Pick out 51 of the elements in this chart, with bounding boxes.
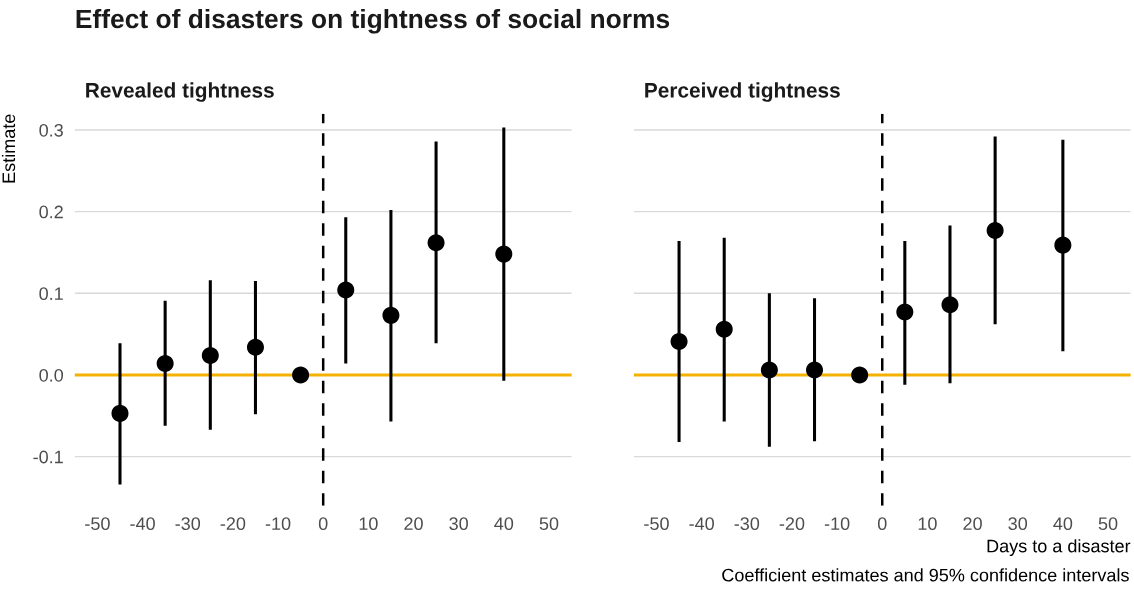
y-tick-label: 0.2 (39, 205, 63, 219)
x-tick-label: 30 (449, 517, 468, 531)
point (806, 361, 824, 379)
point (246, 338, 264, 356)
point (427, 234, 445, 252)
x-tick-label: 10 (918, 517, 937, 531)
x-tick-label: 20 (404, 517, 423, 531)
point (1054, 236, 1072, 254)
point (760, 361, 778, 379)
point (382, 306, 400, 324)
y-tick-label: -0.1 (33, 450, 63, 464)
chart-title: Effect of disasters on tightness of social norms (76, 8, 670, 34)
point (896, 303, 914, 321)
x-tick-label: -20 (220, 517, 246, 531)
point (670, 333, 688, 351)
point (715, 320, 733, 338)
point (292, 366, 310, 384)
x-tick-label: -40 (689, 517, 714, 531)
y-tick-label: 0.3 (39, 123, 63, 137)
point (941, 296, 959, 314)
point (495, 245, 513, 263)
x-tick-label: -10 (265, 517, 291, 531)
point (986, 221, 1004, 239)
x-tick-label: 0 (318, 517, 328, 531)
x-tick-label: 50 (1098, 517, 1118, 531)
x-tick-label: -50 (644, 517, 669, 531)
x-tick-label: 30 (1008, 517, 1028, 531)
y-axis-title: Estimate (1, 114, 16, 183)
point (156, 355, 174, 373)
x-tick-label: 40 (1053, 517, 1073, 531)
point (201, 346, 219, 364)
point (337, 281, 355, 299)
point (851, 366, 869, 384)
x-tick-label: 40 (494, 517, 514, 531)
point (111, 404, 129, 422)
x-tick-label: 20 (963, 517, 982, 531)
x-axis-title: Days to a disaster (987, 539, 1131, 556)
y-tick-label: 0.0 (39, 368, 64, 382)
x-tick-label: -30 (734, 517, 760, 531)
x-tick-label: 0 (877, 517, 887, 531)
text: Coefficient estimates and 95% confidence intervals (722, 568, 1129, 582)
chart-subtitle: Revealed tightness (86, 82, 274, 102)
y-tick-label: 0.1 (39, 287, 63, 301)
x-tick-label: 50 (539, 517, 559, 531)
chart-subtitle: Perceived tightness (645, 82, 840, 102)
x-tick-label: -20 (779, 517, 805, 531)
x-tick-label: -10 (824, 517, 850, 531)
x-tick-label: -40 (130, 517, 155, 531)
x-tick-label: 10 (359, 517, 378, 531)
x-tick-label: -30 (175, 517, 201, 531)
x-tick-label: -50 (85, 517, 110, 531)
